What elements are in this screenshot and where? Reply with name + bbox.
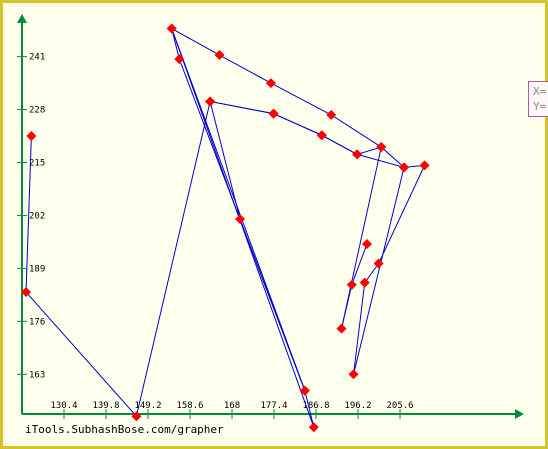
data-point (266, 78, 276, 88)
series-segment (354, 283, 365, 375)
x-tick-label: 168 (224, 401, 240, 411)
series-segment (172, 29, 305, 391)
data-point (347, 280, 357, 290)
data-point (362, 239, 372, 249)
coordinate-readout: X= Y= (528, 81, 548, 117)
x-tick-label: 130.4 (50, 401, 77, 411)
data-point (374, 259, 384, 269)
series-segment (172, 29, 220, 55)
data-point (215, 50, 225, 60)
series-segment (322, 135, 357, 154)
series-segment (136, 101, 210, 416)
watermark: iTools.SubhashBose.com/grapher (25, 423, 224, 436)
x-tick-label: 139.8 (92, 401, 119, 411)
data-point (317, 130, 327, 140)
data-point (174, 54, 184, 64)
data-point (336, 324, 346, 334)
y-tick-label: 202 (29, 211, 45, 221)
x-axis-arrow (515, 409, 524, 419)
series-segment (274, 114, 322, 136)
y-tick-label: 176 (29, 317, 45, 327)
y-tick-label: 228 (29, 106, 45, 116)
series-segment (271, 83, 331, 115)
series-segment (341, 285, 351, 329)
x-tick-label: 196.2 (344, 401, 371, 411)
axes (17, 14, 524, 419)
series-lines (26, 29, 425, 428)
axis-ticks: 130.4 139.8 149.2 158.6 168 177.4 186.8 196.2 20… (17, 53, 414, 419)
series-segment (210, 101, 273, 113)
tooltip-y-label: Y= (533, 99, 548, 114)
x-tick-label: 158.6 (176, 401, 203, 411)
series-segment (354, 167, 404, 374)
data-point (26, 131, 36, 141)
data-point (326, 110, 336, 120)
tooltip-x-label: X= (533, 84, 548, 99)
series-segment (379, 165, 425, 263)
x-tick-label: 177.4 (260, 401, 287, 411)
data-point (205, 96, 215, 106)
x-tick-label: 205.6 (386, 401, 413, 411)
y-tick-label: 215 (29, 159, 45, 169)
y-tick-label: 241 (29, 53, 45, 63)
series-segment (172, 29, 314, 428)
y-tick-label: 163 (29, 370, 45, 380)
series-segment (220, 55, 271, 83)
data-point (269, 109, 279, 119)
data-point (360, 278, 370, 288)
series-markers (21, 24, 430, 433)
data-point (349, 369, 359, 379)
series-segment (331, 115, 381, 147)
y-axis-arrow (17, 14, 27, 23)
data-point (309, 422, 319, 432)
data-point (300, 386, 310, 396)
series-segment (26, 292, 136, 416)
data-point (420, 160, 430, 170)
data-point (352, 149, 362, 159)
y-tick-label: 189 (29, 264, 45, 274)
data-point (167, 24, 177, 34)
